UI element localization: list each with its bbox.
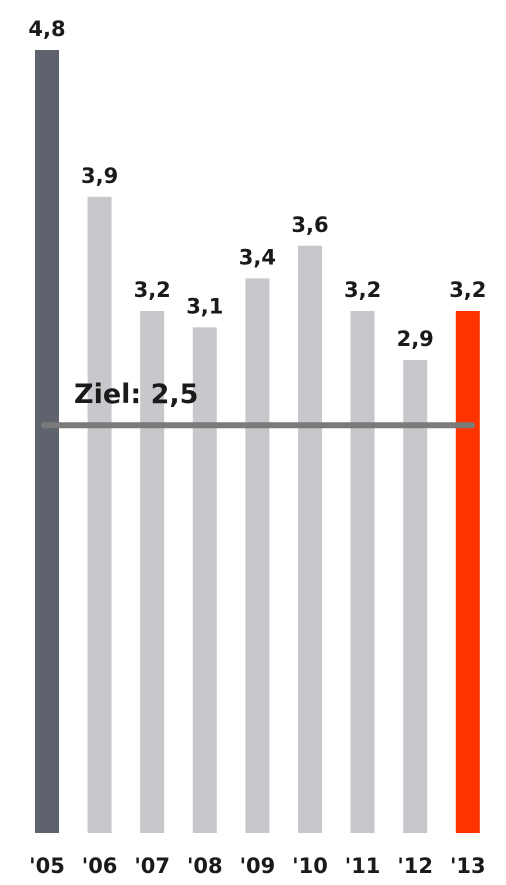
- x-tick-label: '05: [29, 854, 65, 878]
- value-label: 2,9: [397, 327, 434, 351]
- x-tick-label: '10: [292, 854, 328, 878]
- target-label: Ziel: 2,5: [74, 379, 198, 410]
- bar: [192, 327, 217, 833]
- bar: [245, 278, 270, 833]
- x-tick-label: '06: [82, 854, 118, 878]
- value-label: 3,1: [186, 294, 223, 318]
- bar: [140, 311, 165, 833]
- bar: [35, 50, 59, 833]
- value-label: 3,4: [239, 245, 276, 269]
- x-tick-label: '11: [345, 854, 381, 878]
- value-label: 3,2: [134, 278, 171, 302]
- value-label: 3,2: [344, 278, 381, 302]
- bar: [298, 245, 322, 833]
- value-label: 3,2: [449, 278, 486, 302]
- x-tick-label: '13: [450, 854, 486, 878]
- bar: [350, 311, 375, 833]
- bar: [87, 196, 112, 833]
- bar: [455, 311, 480, 833]
- x-tick-label: '07: [134, 854, 170, 878]
- value-label: 3,6: [291, 213, 328, 237]
- value-label: 3,9: [81, 164, 118, 188]
- x-tick-label: '08: [187, 854, 223, 878]
- bar: [403, 359, 428, 833]
- x-tick-label: '12: [397, 854, 433, 878]
- x-tick-label: '09: [240, 854, 276, 878]
- value-label: 4,8: [28, 17, 65, 41]
